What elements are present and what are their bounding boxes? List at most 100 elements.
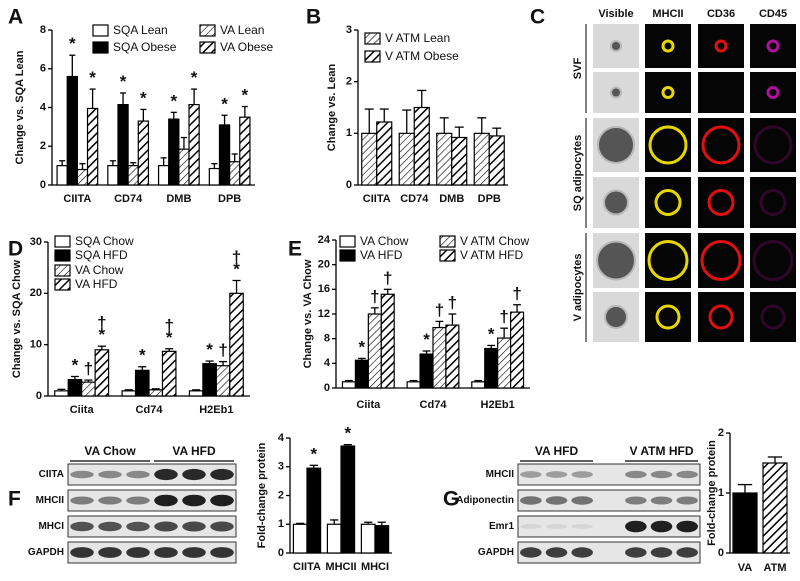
bar <box>380 293 395 389</box>
bar <box>488 135 505 186</box>
legend-label: SQA Obese <box>113 40 177 54</box>
cell <box>752 240 794 281</box>
blot-band <box>571 524 593 529</box>
blot-band <box>650 496 673 505</box>
blot-band <box>210 494 234 507</box>
blot-band <box>70 547 94 558</box>
blot-band <box>520 524 542 529</box>
blot-band <box>98 470 122 479</box>
cell <box>708 304 734 330</box>
row-label: SQ adipocytes <box>572 135 584 211</box>
blot-band <box>676 470 698 479</box>
blot-band <box>625 547 647 558</box>
legend-label: V ATM Lean <box>385 31 450 45</box>
legend-label: VA Chow <box>75 263 124 277</box>
legend-swatch <box>199 41 216 54</box>
blot-frame <box>67 515 237 538</box>
significance-mark: * <box>99 325 106 344</box>
blot-group-label: VA Chow <box>84 444 136 458</box>
x-tick-label: CIITA <box>63 193 91 205</box>
significance-mark: * <box>206 340 213 359</box>
blot-frame <box>517 541 701 564</box>
y-tick-label: 2 <box>346 76 352 88</box>
bar <box>361 132 378 186</box>
x-tick-label: DPB <box>218 193 241 205</box>
bar <box>376 121 393 186</box>
micro-tile <box>645 292 691 342</box>
bar <box>188 103 200 186</box>
bar <box>732 492 758 554</box>
bar <box>168 118 180 186</box>
micro-tile <box>750 177 796 228</box>
cell <box>766 86 780 99</box>
significance-mark: * <box>310 444 317 463</box>
significance-mark: * <box>191 68 198 87</box>
cell <box>753 125 793 165</box>
significance-mark: † <box>448 293 457 312</box>
panel-letter: E <box>288 238 302 261</box>
bar <box>215 365 231 397</box>
blot-band <box>625 470 647 479</box>
blot-band <box>520 471 542 478</box>
micro-tile <box>750 118 796 172</box>
blot-band <box>520 547 542 558</box>
bar <box>484 347 499 389</box>
bar <box>56 165 68 186</box>
bar <box>306 467 322 554</box>
blot-band <box>650 470 673 479</box>
significance-mark: † <box>383 268 392 287</box>
blot-band <box>98 496 122 505</box>
bar <box>354 359 369 389</box>
panel-letter: B <box>306 6 321 29</box>
blot-row-label: GAPDH <box>28 547 64 558</box>
x-tick-label: CIITA <box>363 193 391 205</box>
cell <box>654 189 682 216</box>
significance-mark: * <box>344 424 351 443</box>
bar <box>137 120 150 186</box>
significance-mark: * <box>89 68 96 87</box>
blot-band <box>126 547 150 558</box>
legend-swatch <box>364 32 381 45</box>
blot-row-label: MHCII <box>36 495 65 506</box>
legend-label: VA Chow <box>360 234 409 248</box>
bar <box>432 326 447 389</box>
significance-mark: † <box>435 300 444 319</box>
significance-mark: * <box>488 324 495 343</box>
bar <box>66 75 78 186</box>
legend-label: SQA Chow <box>75 234 134 248</box>
cell <box>647 240 689 281</box>
blot-band <box>98 521 122 532</box>
y-tick-label: 0 <box>718 547 724 559</box>
blot-band <box>154 494 178 507</box>
blot-band <box>182 547 206 558</box>
legend-label: SQA Lean <box>113 23 168 37</box>
bar <box>54 390 69 397</box>
micro-tile <box>698 292 744 342</box>
panel-letter: F <box>8 488 21 511</box>
x-tick-label: VA <box>738 562 753 574</box>
blot-band <box>545 496 568 505</box>
y-tick-label: 6 <box>40 63 46 75</box>
bar <box>148 389 164 397</box>
y-axis-label: Fold-change protein <box>706 440 718 546</box>
panel-letter: C <box>530 6 545 29</box>
cell <box>610 40 622 52</box>
bar <box>406 381 421 389</box>
legend-swatch <box>339 235 356 248</box>
bar <box>360 523 376 554</box>
significance-mark: * <box>69 34 76 53</box>
micro-tile <box>750 72 796 113</box>
bar <box>239 116 251 186</box>
blot-row-label: GAPDH <box>478 547 514 558</box>
cell <box>766 39 780 53</box>
blot-band <box>545 524 568 529</box>
bar <box>473 132 490 186</box>
significance-mark: * <box>170 91 177 110</box>
y-axis-label: Fold-change protein <box>256 442 268 548</box>
y-tick-label: 8 <box>324 333 330 345</box>
legend-swatch <box>92 41 109 54</box>
cell <box>596 240 636 281</box>
blot-band <box>571 547 593 558</box>
bar <box>340 445 356 554</box>
